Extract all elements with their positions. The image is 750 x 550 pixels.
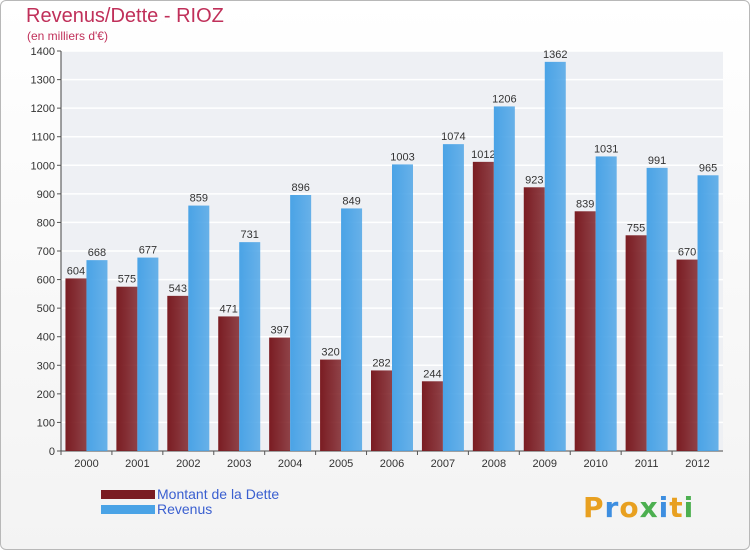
x-tick-label: 2002 [176, 458, 200, 470]
bar-revenus [392, 164, 413, 451]
legend-label-revenus: Revenus [157, 501, 213, 517]
logo-letter: r [604, 491, 620, 524]
data-label: 923 [525, 174, 543, 186]
x-tick-label: 2011 [635, 458, 659, 470]
y-tick-label: 1400 [31, 46, 55, 58]
y-tick-label: 500 [37, 303, 55, 315]
data-label: 849 [342, 195, 360, 207]
x-tick-label: 2003 [227, 458, 251, 470]
x-tick-label: 2010 [583, 458, 607, 470]
bar-revenus [188, 205, 210, 451]
data-label: 991 [648, 155, 666, 167]
data-label: 1003 [390, 151, 414, 163]
x-tick-label: 2005 [329, 458, 353, 470]
y-tick-label: 0 [49, 446, 55, 458]
bar-dette [523, 187, 545, 452]
data-label: 244 [423, 368, 441, 380]
y-tick-label: 1300 [31, 75, 55, 87]
bar-dette [65, 278, 87, 451]
data-label: 896 [291, 182, 309, 194]
x-tick-label: 2008 [482, 458, 506, 470]
y-tick-label: 800 [37, 217, 55, 229]
data-label: 1074 [441, 131, 465, 143]
data-label: 839 [576, 198, 594, 210]
data-label: 575 [118, 274, 136, 286]
data-label: 859 [190, 193, 208, 205]
chart-subtitle: (en milliers d'€) [27, 29, 108, 43]
data-label: 282 [372, 357, 390, 369]
bar-revenus [239, 242, 261, 451]
data-label: 1031 [594, 143, 618, 155]
data-label: 677 [139, 245, 157, 257]
bar-revenus [697, 175, 719, 452]
data-label: 543 [169, 283, 187, 295]
bar-dette [218, 316, 240, 451]
legend-item-revenus: Revenus [101, 501, 212, 517]
proxiti-logo: Proxiti [583, 491, 694, 524]
bar-revenus [493, 106, 515, 451]
bar-revenus [86, 260, 108, 451]
y-tick-label: 1000 [31, 160, 55, 172]
logo-letter: i [683, 491, 695, 524]
y-tick-label: 1200 [31, 103, 55, 115]
x-tick-label: 2004 [278, 458, 302, 470]
chart-title: Revenus/Dette - RIOZ [26, 5, 224, 27]
data-label: 965 [699, 162, 717, 174]
bar-revenus [646, 167, 668, 451]
data-label: 320 [321, 347, 339, 359]
x-tick-label: 2001 [125, 458, 149, 470]
bar-dette [676, 259, 698, 451]
data-label: 604 [67, 265, 85, 277]
x-tick-label: 2012 [685, 458, 709, 470]
y-tick-label: 600 [37, 275, 55, 287]
y-tick-label: 300 [37, 360, 55, 372]
data-label: 1362 [543, 49, 567, 61]
logo-letter: i [658, 491, 670, 524]
data-label: 1206 [492, 93, 516, 105]
x-tick-label: 2000 [74, 458, 98, 470]
logo-letter: o [619, 491, 640, 524]
data-label: 670 [678, 247, 696, 259]
y-tick-label: 100 [37, 417, 55, 429]
bar-revenus [442, 144, 464, 451]
data-label: 397 [270, 325, 288, 337]
bar-dette [574, 211, 596, 451]
y-tick-label: 200 [37, 389, 55, 401]
bar-dette [421, 381, 443, 451]
y-tick-label: 700 [37, 246, 55, 258]
logo-letter: x [639, 491, 659, 524]
data-label: 755 [627, 222, 645, 234]
legend-label-dette: Montant de la Dette [157, 486, 280, 502]
x-tick-label: 2006 [380, 458, 404, 470]
bar-revenus [341, 208, 363, 451]
bar-dette [269, 337, 291, 451]
bar-dette [625, 235, 647, 451]
logo-letter: P [583, 491, 605, 524]
bar-dette [116, 286, 138, 451]
bar-revenus [290, 195, 312, 451]
y-tick-label: 900 [37, 189, 55, 201]
data-label: 471 [220, 303, 238, 315]
x-tick-label: 2009 [533, 458, 557, 470]
legend-swatch-revenus [101, 504, 155, 514]
bar-dette [371, 370, 392, 451]
data-label: 1012 [471, 149, 495, 161]
legend-swatch-dette [101, 489, 155, 499]
bar-dette [472, 161, 494, 451]
bar-revenus [137, 257, 159, 451]
legend-item-dette: Montant de la Dette [101, 486, 279, 502]
bar-dette [167, 295, 189, 451]
x-tick-label: 2007 [431, 458, 455, 470]
y-tick-label: 400 [37, 332, 55, 344]
bar-revenus [595, 156, 617, 451]
data-label: 731 [241, 229, 259, 241]
data-label: 668 [88, 247, 106, 259]
y-tick-label: 1100 [31, 132, 55, 144]
bar-dette [320, 359, 342, 451]
logo-letter: t [669, 491, 684, 524]
bar-revenus [544, 61, 566, 451]
